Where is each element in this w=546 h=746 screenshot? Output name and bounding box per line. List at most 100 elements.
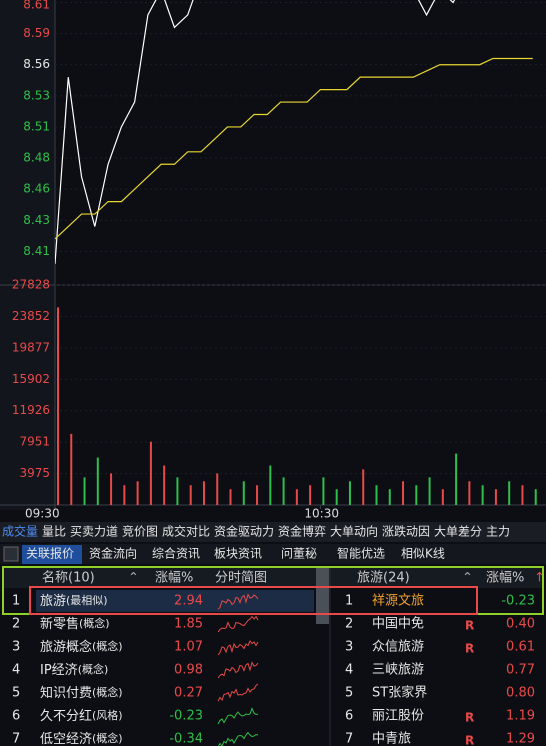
volume-bar	[508, 481, 511, 505]
y-tick-label: 27828	[12, 278, 50, 292]
name[interactable]: 众信旅游	[372, 640, 424, 655]
name[interactable]: 低空经济(概念)	[40, 731, 123, 746]
name[interactable]: 祥源文旅	[372, 594, 424, 609]
sub-tab[interactable]: 关联报价	[26, 546, 74, 561]
column-header[interactable]: 旅游(24)	[357, 571, 410, 586]
axis-panel	[0, 0, 55, 510]
rank: 1	[12, 594, 20, 609]
change: 0.80	[506, 686, 535, 701]
name-tag: (概念)	[92, 639, 123, 653]
tab[interactable]: 大单差分	[434, 525, 482, 539]
tab[interactable]: 竞价图	[122, 525, 158, 539]
name[interactable]: IP经济(概念)	[40, 662, 108, 678]
volume-bar	[415, 485, 418, 505]
name[interactable]: 旅游(最相似)	[40, 594, 108, 609]
tab[interactable]: 涨跌动因	[382, 524, 430, 539]
rank: 1	[345, 594, 353, 609]
name[interactable]: 旅游概念(概念)	[40, 639, 123, 655]
name[interactable]: 知识付费(概念)	[40, 685, 123, 701]
rank: 6	[12, 709, 20, 724]
tab[interactable]: 量比	[42, 525, 66, 539]
margin-tag: R	[465, 711, 474, 725]
sub-tab[interactable]: 资金流向	[89, 546, 137, 561]
sub-tab[interactable]: 板块资讯	[214, 547, 262, 561]
change: -0.34	[169, 732, 203, 746]
tab[interactable]: 资金驱动力	[214, 524, 274, 539]
column-header[interactable]: 分时简图	[215, 570, 267, 586]
volume-bar	[441, 489, 444, 505]
scrollbar[interactable]	[316, 568, 329, 624]
volume-bar	[534, 489, 537, 505]
sub-tab[interactable]: 相似K线	[401, 547, 445, 561]
name-tag: (风格)	[92, 708, 123, 722]
sub-tab[interactable]: 综合资讯	[152, 546, 200, 561]
rank: 2	[345, 617, 353, 632]
name[interactable]: 三峡旅游	[372, 663, 424, 678]
rank: 3	[12, 640, 20, 655]
name-text: 旅游	[40, 594, 66, 609]
sparkline	[217, 640, 259, 656]
change: 0.77	[506, 663, 535, 678]
rank: 5	[12, 686, 20, 701]
volume-bar	[216, 473, 219, 505]
y-tick-label: 3975	[19, 466, 50, 480]
name-tag: (最相似)	[66, 594, 108, 607]
volume-bar	[136, 481, 139, 505]
x-tick-label: 09:30	[25, 507, 60, 521]
margin-tag: R	[465, 619, 474, 633]
active-tab	[22, 545, 82, 564]
tab[interactable]: 买卖力道	[70, 525, 118, 539]
y-tick-label: 8.61	[23, 0, 50, 12]
y-tick-label: 7951	[19, 435, 50, 449]
volume-bar	[242, 481, 245, 505]
name[interactable]: 新零售(概念)	[40, 616, 110, 632]
column-header[interactable]: 涨幅%	[486, 571, 524, 586]
volume-bar	[123, 485, 126, 505]
name-text: 新零售	[40, 616, 79, 632]
column-header[interactable]: 涨幅%	[155, 571, 193, 586]
y-tick-label: 8.46	[23, 182, 50, 196]
sparkline	[217, 593, 259, 610]
name[interactable]: 中青旅	[372, 732, 411, 746]
volume-bar	[229, 489, 232, 505]
volume-bar	[57, 307, 59, 505]
volume-bar	[309, 485, 312, 505]
tab[interactable]: 成交量	[2, 524, 38, 539]
price-line	[55, 0, 456, 264]
tab[interactable]: 主力	[486, 525, 510, 539]
tab[interactable]: 资金博弈	[278, 524, 326, 539]
name-tag: (概念)	[78, 662, 109, 676]
rank: 4	[345, 663, 353, 678]
sub-tab[interactable]: 问董秘	[281, 547, 317, 561]
toggle[interactable]	[3, 546, 19, 562]
sub-tab[interactable]: 智能优选	[337, 546, 385, 561]
y-tick-label: 23852	[12, 309, 50, 323]
name-tag: (概念)	[92, 685, 123, 699]
change: 0.40	[506, 617, 535, 632]
tab[interactable]: 大单动向	[330, 524, 378, 539]
y-tick-label: 15902	[12, 372, 50, 386]
name[interactable]: 中国中免	[372, 617, 424, 632]
sort-icon: ⌃	[128, 571, 139, 586]
volume-bar	[388, 489, 391, 505]
change: 1.07	[174, 640, 203, 655]
name-text: 久不分红	[40, 708, 92, 724]
volume-bar	[468, 481, 471, 505]
volume-bar	[282, 477, 285, 505]
y-tick-label: 8.53	[23, 88, 50, 102]
column-header[interactable]: 名称(10)	[42, 570, 95, 586]
tab[interactable]: 成交对比	[162, 524, 210, 539]
name[interactable]: ST张家界	[372, 685, 427, 701]
name[interactable]: 丽江股份	[372, 709, 424, 724]
volume-bar	[335, 489, 338, 505]
name[interactable]: 久不分红(风格)	[40, 708, 123, 724]
change: 0.98	[174, 663, 203, 678]
red-highlight	[29, 586, 478, 615]
change: 2.94	[174, 594, 203, 609]
volume-bar	[402, 481, 405, 505]
sub-tab-bar	[0, 544, 546, 564]
name-text: 旅游概念	[40, 639, 92, 655]
rank: 7	[345, 732, 353, 746]
rank: 6	[345, 709, 353, 724]
price-line	[55, 57, 533, 240]
